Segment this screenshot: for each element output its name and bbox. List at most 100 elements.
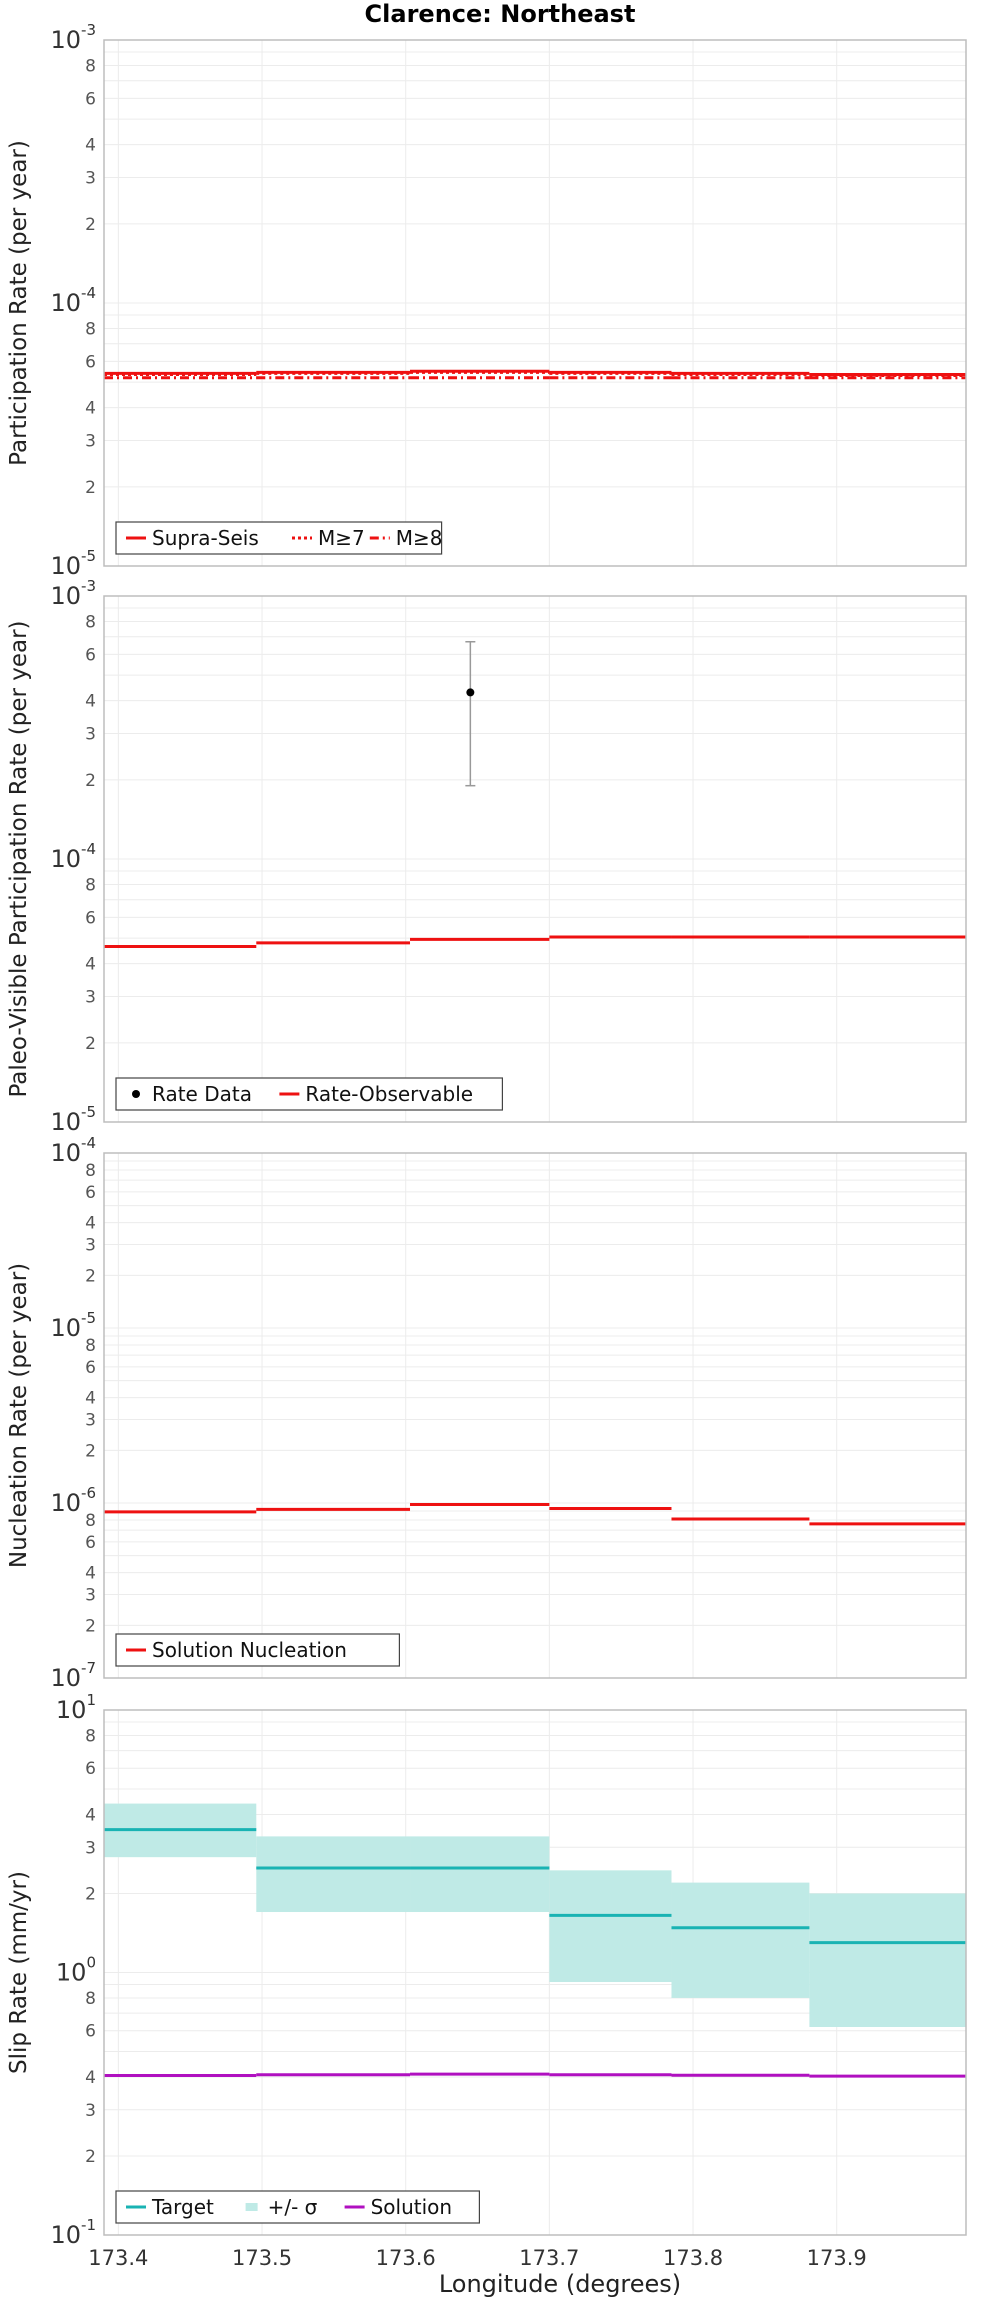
legend: Supra-Seis M≥7 M≥8 bbox=[115, 521, 443, 555]
grid bbox=[104, 596, 966, 1123]
band-segment bbox=[549, 1870, 672, 1983]
y-minor-tick-label: 2 bbox=[85, 1616, 96, 1636]
y-minor-tick-label: 6 bbox=[85, 1533, 96, 1553]
y-tick-label: 10-3 bbox=[50, 577, 96, 610]
y-minor-tick-label: 6 bbox=[85, 2022, 96, 2042]
legend-swatch bbox=[245, 2203, 258, 2211]
legend-label: Target bbox=[151, 2195, 214, 2219]
y-minor-tick-label: 4 bbox=[85, 2068, 96, 2088]
plot-frame bbox=[103, 39, 967, 567]
legend-item: M≥7 bbox=[292, 526, 365, 550]
y-minor-tick-label: 4 bbox=[85, 1214, 96, 1234]
y-minor-tick-label: 2 bbox=[85, 771, 96, 791]
legend: Target +/- σ Solution bbox=[115, 2190, 480, 2224]
grid bbox=[104, 40, 966, 567]
y-tick-label: 10-5 bbox=[50, 1103, 96, 1136]
y-minor-tick-label: 3 bbox=[85, 1838, 96, 1858]
plot-frame bbox=[103, 1152, 967, 1679]
y-tick-label: 10-1 bbox=[50, 2216, 96, 2249]
y-minor-tick-label: 6 bbox=[85, 1358, 96, 1378]
y-tick-label: 10-3 bbox=[50, 21, 96, 54]
y-minor-tick-label: 3 bbox=[85, 988, 96, 1008]
y-minor-tick-label: 3 bbox=[85, 1586, 96, 1606]
y-tick-exponent: -3 bbox=[81, 21, 96, 39]
legend-swatch bbox=[132, 1090, 140, 1098]
y-tick-label: 101 bbox=[56, 1691, 96, 1724]
legend-label: M≥7 bbox=[318, 526, 365, 550]
y-minor-tick-label: 8 bbox=[85, 56, 96, 76]
x-tick-label: 173.9 bbox=[807, 2246, 867, 2270]
y-minor-tick-label: 8 bbox=[85, 319, 96, 339]
legend-item: Solution Nucleation bbox=[126, 1638, 347, 1662]
legend-item: Target bbox=[126, 2195, 214, 2219]
legend-item: Solution bbox=[344, 2195, 452, 2219]
series-solution-nucleation bbox=[104, 1503, 966, 1526]
y-minor-tick-label: 6 bbox=[85, 645, 96, 665]
band-segment bbox=[671, 1882, 810, 1998]
legend: Solution Nucleation bbox=[115, 1633, 400, 1667]
y-tick-exponent: 1 bbox=[86, 1691, 96, 1709]
y-minor-tick-label: 6 bbox=[85, 1183, 96, 1203]
y-axis-label: Slip Rate (mm/yr) bbox=[6, 1871, 32, 2074]
legend-item: M≥8 bbox=[369, 526, 443, 550]
y-minor-tick-label: 8 bbox=[85, 1336, 96, 1356]
y-minor-tick-label: 2 bbox=[85, 478, 96, 498]
panel-3: 10-72346810-62346810-52346810-4Nucleatio… bbox=[6, 1134, 967, 1692]
legend-box bbox=[115, 1633, 400, 1667]
rate-data-point bbox=[465, 640, 476, 787]
legend-label: M≥8 bbox=[396, 526, 443, 550]
series-target bbox=[104, 1828, 966, 1945]
band-segment bbox=[410, 1836, 550, 1913]
legend-box bbox=[115, 521, 443, 555]
x-axis-label: Longitude (degrees) bbox=[439, 2270, 681, 2298]
legend-label: Rate-Observable bbox=[305, 1082, 473, 1106]
legend-item: Supra-Seis bbox=[126, 526, 259, 550]
y-tick-exponent: -5 bbox=[81, 1103, 96, 1121]
legend-label: Solution Nucleation bbox=[152, 1638, 347, 1662]
y-minor-tick-label: 2 bbox=[85, 2147, 96, 2167]
y-minor-tick-label: 2 bbox=[85, 1441, 96, 1461]
y-minor-tick-label: 3 bbox=[85, 1236, 96, 1256]
y-tick-exponent: -5 bbox=[81, 547, 96, 565]
y-axis-label: Nucleation Rate (per year) bbox=[6, 1263, 32, 1568]
y-minor-tick-label: 8 bbox=[85, 1511, 96, 1531]
y-minor-tick-label: 2 bbox=[85, 1266, 96, 1286]
data-point-marker bbox=[466, 688, 475, 697]
y-minor-tick-label: 8 bbox=[85, 1161, 96, 1181]
y-tick-exponent: -4 bbox=[81, 840, 96, 858]
plot-frame bbox=[103, 1709, 967, 2236]
y-minor-tick-label: 3 bbox=[85, 1411, 96, 1431]
y-minor-tick-label: 3 bbox=[85, 432, 96, 452]
y-minor-tick-label: 8 bbox=[85, 1989, 96, 2009]
legend-box bbox=[115, 2190, 480, 2224]
y-tick-exponent: -5 bbox=[81, 1309, 96, 1327]
x-tick-label: 173.7 bbox=[519, 2246, 579, 2270]
y-minor-tick-label: 4 bbox=[85, 399, 96, 419]
y-minor-tick-label: 6 bbox=[85, 1759, 96, 1779]
series-solution bbox=[104, 2072, 966, 2078]
legend-label: Solution bbox=[371, 2195, 452, 2219]
y-tick-label: 10-4 bbox=[50, 284, 96, 317]
legend: Rate Data Rate-Observable bbox=[115, 1077, 503, 1111]
y-tick-exponent: -4 bbox=[81, 1134, 96, 1152]
y-minor-tick-label: 6 bbox=[85, 352, 96, 372]
y-tick-label: 100 bbox=[56, 1954, 96, 1987]
plot-frame bbox=[103, 595, 967, 1123]
y-minor-tick-label: 4 bbox=[85, 1564, 96, 1584]
y-axis-label: Participation Rate (per year) bbox=[6, 140, 32, 466]
y-minor-tick-label: 4 bbox=[85, 1805, 96, 1825]
legend-label: +/- σ bbox=[268, 2195, 318, 2219]
y-minor-tick-label: 2 bbox=[85, 1034, 96, 1054]
y-tick-exponent: -4 bbox=[81, 284, 96, 302]
y-tick-exponent: -7 bbox=[81, 1659, 96, 1677]
y-minor-tick-label: 4 bbox=[85, 1389, 96, 1409]
legend-item: Rate Data bbox=[132, 1082, 252, 1106]
series-rate-observable bbox=[104, 935, 966, 948]
